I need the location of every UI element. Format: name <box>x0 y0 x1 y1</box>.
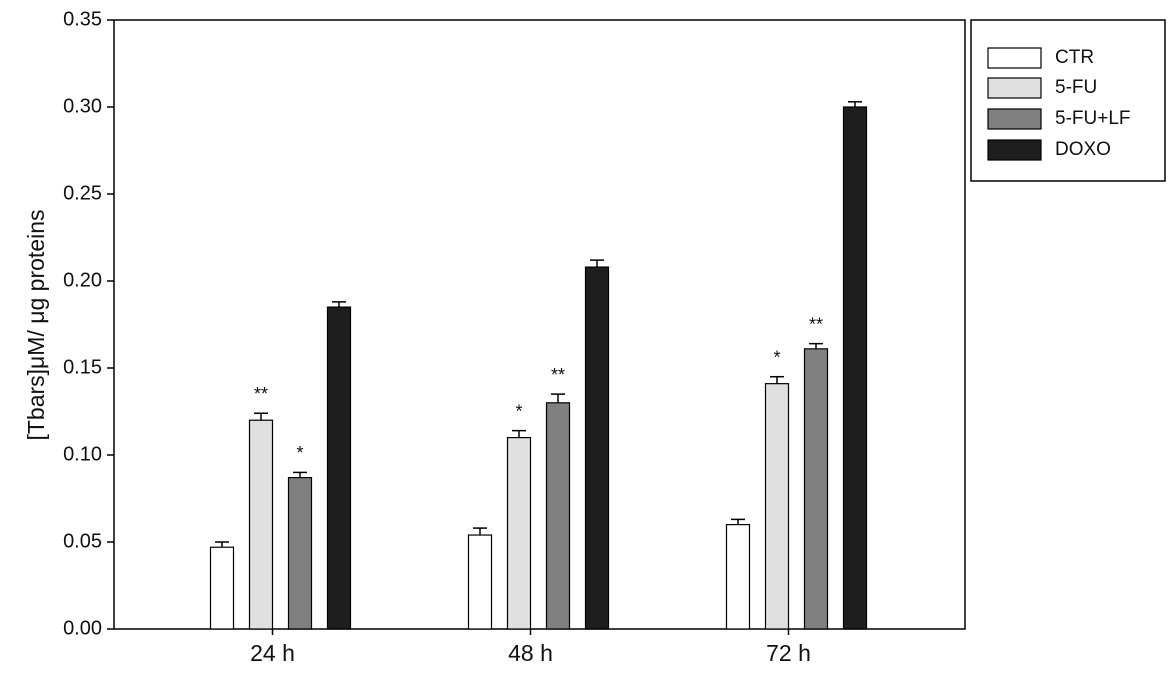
y-axis-label: [Tbars]μM/ μg proteins <box>23 209 49 440</box>
error-bar <box>215 541 229 548</box>
bar <box>506 437 532 630</box>
legend-label: CTR <box>1055 47 1094 68</box>
error-bar <box>332 301 346 308</box>
x-tick-label: 24 h <box>250 640 295 666</box>
y-tick-label: 0.25 <box>63 182 102 204</box>
error-bar <box>848 101 862 107</box>
bar <box>248 419 274 630</box>
legend-label: 5-FU+LF <box>1055 108 1131 129</box>
y-tick-label: 0.15 <box>63 356 102 378</box>
bar <box>545 402 571 630</box>
significance-label: * <box>296 443 303 463</box>
significance-label: ** <box>254 384 268 404</box>
bar <box>725 523 751 630</box>
legend-swatch <box>987 139 1042 161</box>
x-tick-label: 48 h <box>508 640 553 666</box>
legend-swatch <box>987 77 1042 99</box>
error-bar <box>254 412 268 421</box>
error-bar <box>809 342 823 349</box>
y-tick-label: 0.10 <box>63 443 102 465</box>
bar <box>287 477 313 630</box>
y-tick-label: 0.30 <box>63 95 102 117</box>
legend-swatch <box>987 47 1042 69</box>
y-tick-label: 0.05 <box>63 530 102 552</box>
significance-label: * <box>773 347 780 367</box>
bar <box>803 348 829 630</box>
bar <box>209 546 235 630</box>
bar <box>842 106 868 630</box>
bar <box>467 534 493 630</box>
y-tick-label: 0.20 <box>63 269 102 291</box>
bar <box>584 266 610 630</box>
error-bar <box>590 259 604 268</box>
error-bar <box>731 518 745 525</box>
significance-label: ** <box>809 314 823 334</box>
y-tick-label: 0.35 <box>63 8 102 30</box>
error-bar <box>770 375 784 384</box>
error-bar <box>293 471 307 478</box>
legend-label: DOXO <box>1055 139 1111 160</box>
bar <box>764 383 790 630</box>
plot-frame <box>113 19 966 630</box>
significance-label: * <box>515 401 522 421</box>
error-bar <box>512 429 526 438</box>
significance-label: ** <box>551 365 565 385</box>
x-tick-label: 72 h <box>766 640 811 666</box>
error-bar <box>473 527 487 536</box>
error-bar <box>551 393 565 403</box>
legend-label: 5-FU <box>1055 77 1097 98</box>
legend-swatch <box>987 108 1042 130</box>
y-tick-label: 0.00 <box>63 617 102 639</box>
bar <box>326 306 352 630</box>
